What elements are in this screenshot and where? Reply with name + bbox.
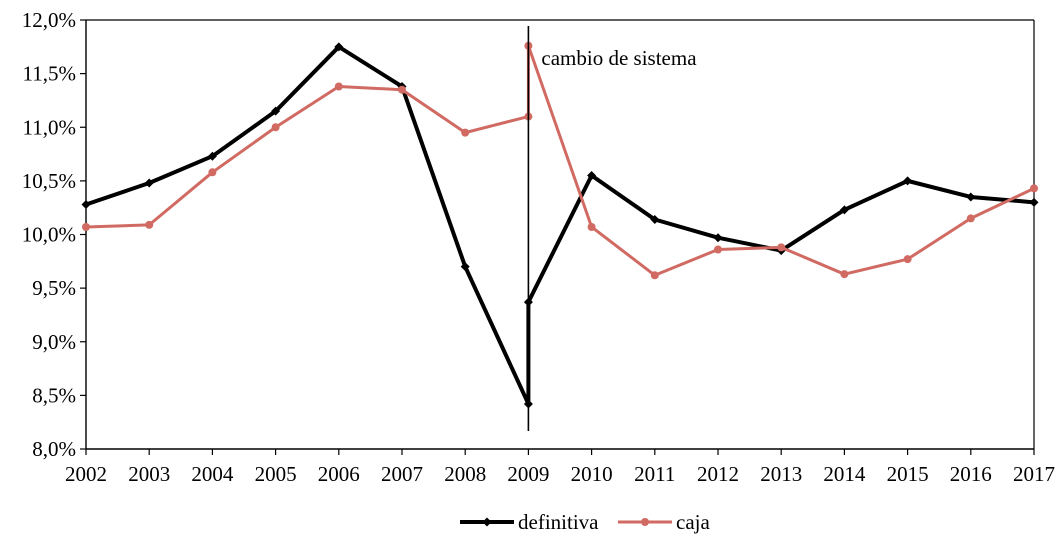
data-point-marker xyxy=(460,262,470,272)
data-point-marker xyxy=(777,243,786,252)
data-point-marker xyxy=(82,222,90,231)
data-point-marker xyxy=(966,214,975,223)
data-point-marker xyxy=(587,171,597,181)
data-point-marker xyxy=(714,245,722,254)
y-tick-label: 9,0% xyxy=(32,330,76,354)
data-point-marker xyxy=(1029,197,1039,207)
data-point-marker xyxy=(482,517,492,527)
series-layer xyxy=(81,41,1039,409)
x-tick-label: 2003 xyxy=(128,462,170,486)
data-point-marker xyxy=(81,199,91,209)
y-tick-label: 12,0% xyxy=(22,8,76,32)
data-point-marker xyxy=(271,123,280,132)
x-tick-label: 2002 xyxy=(65,462,107,486)
data-point-marker xyxy=(650,214,660,224)
data-point-marker xyxy=(641,518,649,526)
annotation-text: cambio de sistema xyxy=(541,46,697,70)
y-tick-label: 11,5% xyxy=(23,62,76,86)
x-tick-label: 2010 xyxy=(571,462,613,486)
data-point-marker xyxy=(1030,184,1038,193)
data-point-marker xyxy=(334,82,343,91)
data-point-marker xyxy=(208,168,217,177)
y-tick-label: 8,0% xyxy=(32,437,76,461)
data-point-marker xyxy=(840,270,849,279)
legend-item-caja: caja xyxy=(618,510,710,534)
y-tick-label: 8,5% xyxy=(32,383,76,407)
data-point-marker xyxy=(713,233,723,243)
x-tick-label: 2016 xyxy=(950,462,992,486)
x-tick-label: 2006 xyxy=(318,462,360,486)
data-point-marker xyxy=(144,178,154,188)
x-tick-label: 2011 xyxy=(634,462,675,486)
y-tick-label: 11,0% xyxy=(23,115,76,139)
data-point-marker xyxy=(903,255,912,264)
data-point-marker xyxy=(145,220,154,229)
data-point-marker xyxy=(903,176,913,186)
data-point-marker xyxy=(461,128,470,137)
data-point-marker xyxy=(398,85,406,94)
y-tick-label: 9,5% xyxy=(32,276,76,300)
x-tick-label: 2004 xyxy=(191,462,234,486)
x-tick-label: 2014 xyxy=(823,462,866,486)
data-point-marker xyxy=(334,42,344,52)
series-line xyxy=(85,44,1035,406)
y-tick-label: 10,5% xyxy=(22,169,76,193)
series-caja xyxy=(82,41,1038,280)
x-tick-label: 2012 xyxy=(697,462,739,486)
annotation-layer: cambio de sistema xyxy=(527,26,697,431)
x-tick-label: 2008 xyxy=(444,462,486,486)
x-tick-label: 2007 xyxy=(381,462,423,486)
legend-item-definitiva: definitiva xyxy=(460,510,599,534)
data-point-marker xyxy=(587,222,596,231)
y-tick-label: 10,0% xyxy=(22,223,76,247)
legend-label: definitiva xyxy=(518,510,599,534)
data-point-marker xyxy=(966,192,976,202)
legend: definitiva caja xyxy=(460,510,710,534)
series-definitiva xyxy=(81,42,1039,409)
x-tick-label: 2015 xyxy=(887,462,929,486)
legend-label: caja xyxy=(676,510,710,534)
data-point-marker xyxy=(650,271,659,280)
x-tick-label: 2009 xyxy=(507,462,549,486)
data-point-marker xyxy=(271,106,281,116)
x-tick-label: 2017 xyxy=(1013,462,1055,486)
x-tick-label: 2013 xyxy=(760,462,802,486)
x-tick-label: 2005 xyxy=(255,462,297,486)
axes: 8,0% 8,5% 9,0% 9,5% 10,0% 10,5% 11,0% 11,5% 12,0… xyxy=(22,8,1055,486)
data-point-marker xyxy=(207,151,217,161)
data-point-marker xyxy=(839,205,849,215)
